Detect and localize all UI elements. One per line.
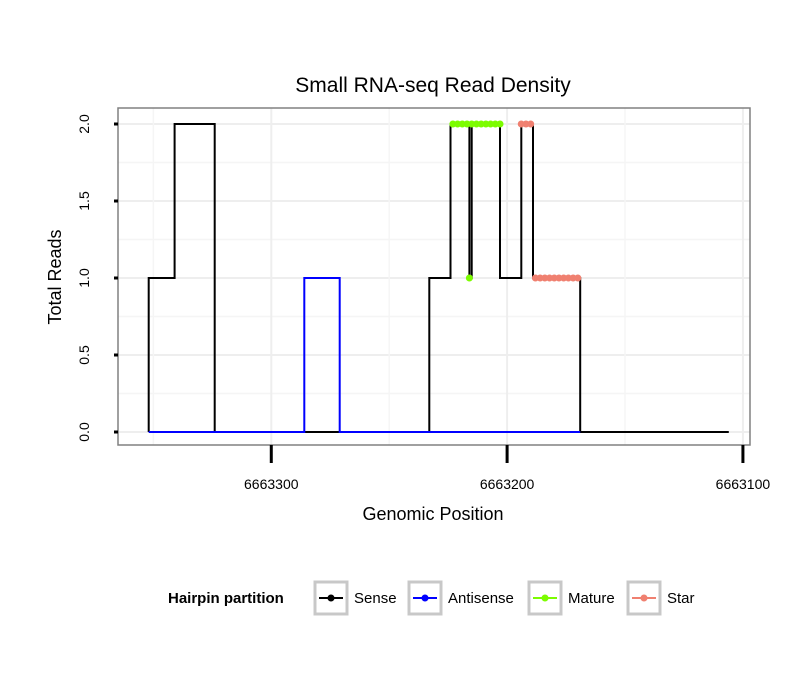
data-point-mature	[465, 274, 473, 282]
x-axis-label: Genomic Position	[362, 504, 503, 524]
legend-label-star: Star	[667, 590, 695, 607]
x-tick-label: 6663100	[716, 476, 771, 492]
plot-area	[118, 108, 750, 445]
legend-dot-sense	[327, 594, 335, 602]
legend-label-antisense: Antisense	[448, 590, 514, 607]
y-tick-label: 0.0	[76, 422, 92, 442]
data-point-star	[574, 274, 582, 282]
y-tick-label: 2.0	[76, 114, 92, 134]
legend-title: Hairpin partition	[168, 590, 284, 607]
data-point-star	[527, 120, 535, 128]
y-tick-label: 0.5	[76, 345, 92, 365]
legend-label-sense: Sense	[354, 590, 397, 607]
x-tick-label: 6663300	[244, 476, 299, 492]
gridlines	[118, 108, 750, 445]
y-tick-label: 1.5	[76, 191, 92, 211]
y-axis-label: Total Reads	[45, 229, 65, 324]
series-layer	[147, 120, 729, 433]
legend-dot-mature	[541, 594, 549, 602]
series-line-antisense	[148, 277, 581, 433]
legend: Hairpin partition Sense Antisense Mature Sta…	[168, 580, 695, 616]
data-point-mature	[496, 120, 504, 128]
axes: 0.0 0.5 1.0 1.5 2.0 6663300 6663200 6663100	[76, 114, 770, 492]
legend-dot-antisense	[421, 594, 429, 602]
chart-title: Small RNA-seq Read Density	[295, 74, 571, 97]
legend-label-mature: Mature	[568, 590, 615, 607]
x-tick-label: 6663200	[480, 476, 535, 492]
legend-dot-star	[640, 594, 648, 602]
y-tick-label: 1.0	[76, 268, 92, 288]
